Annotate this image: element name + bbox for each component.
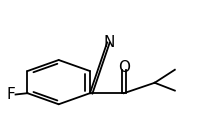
- Text: O: O: [118, 60, 130, 75]
- Text: F: F: [6, 87, 15, 102]
- Text: N: N: [104, 35, 115, 50]
